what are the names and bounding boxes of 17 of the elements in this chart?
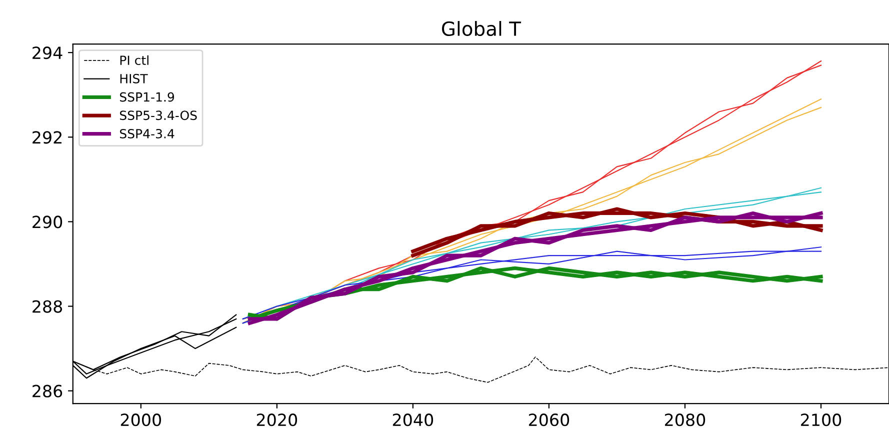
x-tick-label: 2060	[528, 414, 570, 426]
legend-label: SSP4-3.4	[120, 128, 174, 138]
x-tick-label: 2040	[392, 414, 434, 426]
x-tick-label: 2000	[120, 414, 162, 426]
legend-label: SSP5-3.4-OS	[120, 110, 197, 120]
x-tick-label: 2080	[664, 414, 706, 426]
chart-title: Global T	[442, 20, 522, 36]
y-tick-label: 288	[32, 300, 62, 313]
legend-label: PI ctl	[120, 55, 148, 66]
x-tick-label: 2020	[256, 414, 298, 426]
legend-label: SSP1-1.9	[120, 92, 174, 102]
y-tick-label: 286	[32, 384, 62, 398]
y-tick-label: 294	[32, 46, 62, 60]
y-tick-label: 292	[32, 131, 62, 144]
legend-label: HIST	[120, 74, 148, 84]
x-tick-label: 2100	[801, 414, 842, 426]
y-tick-label: 290	[32, 216, 62, 228]
